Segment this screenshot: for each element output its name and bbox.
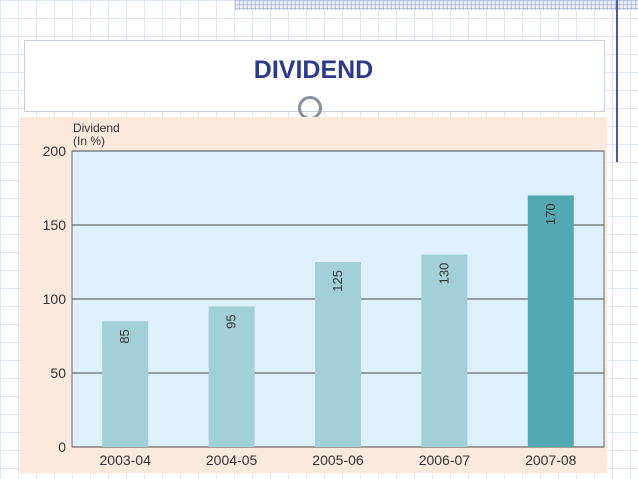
bar-value-label: 130 bbox=[436, 263, 451, 285]
x-tick-labels: 2003-04 2004-05 2005-06 2006-07 2007-08 bbox=[100, 452, 577, 468]
x-tick-label: 2007-08 bbox=[525, 452, 577, 468]
top-decorative-band bbox=[235, 0, 638, 10]
y-tick-labels: 0 50 100 150 200 bbox=[43, 143, 67, 455]
x-tick-label: 2006-07 bbox=[419, 452, 471, 468]
y-tick-label: 0 bbox=[58, 439, 66, 455]
y-tick-label: 50 bbox=[50, 365, 66, 381]
bar bbox=[102, 321, 149, 447]
bar bbox=[527, 195, 574, 447]
y-tick-label: 150 bbox=[43, 217, 67, 233]
y-axis-title-line-1: Dividend bbox=[73, 121, 120, 135]
bar bbox=[208, 306, 255, 447]
y-axis-title-line-2: (In %) bbox=[73, 134, 105, 148]
bar bbox=[315, 262, 361, 447]
bar-value-label: 125 bbox=[330, 270, 345, 292]
bars: 85 95 125 130 170 bbox=[102, 195, 574, 447]
y-tick-label: 100 bbox=[43, 291, 67, 307]
bar-value-label: 95 bbox=[224, 314, 239, 328]
x-tick-label: 2005-06 bbox=[312, 452, 364, 468]
slide-title: DIVIDEND bbox=[253, 56, 374, 84]
bar-value-label: 85 bbox=[117, 329, 132, 343]
bar bbox=[421, 254, 468, 447]
right-accent-rule bbox=[616, 0, 618, 162]
bar-value-label: 170 bbox=[543, 203, 558, 225]
x-tick-label: 2003-04 bbox=[100, 452, 152, 468]
x-tick-label: 2004-05 bbox=[206, 452, 258, 468]
y-tick-label: 200 bbox=[43, 143, 67, 159]
